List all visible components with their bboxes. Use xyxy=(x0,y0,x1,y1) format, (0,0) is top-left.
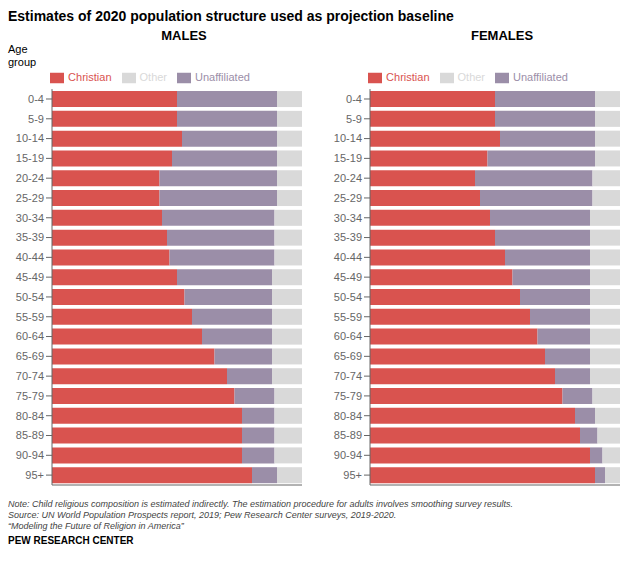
svg-text:15-19: 15-19 xyxy=(334,152,362,164)
svg-text:30-34: 30-34 xyxy=(334,212,362,224)
html-text:Other: Other xyxy=(457,71,485,83)
html-text:FEMALES: FEMALES xyxy=(470,28,534,43)
svg-text:95+: 95+ xyxy=(343,469,362,481)
svg-text:50-54: 50-54 xyxy=(334,291,362,303)
html-text:PEW RESEARCH CENTER: PEW RESEARCH CENTER xyxy=(8,535,134,546)
svg-text:40-44: 40-44 xyxy=(334,251,362,263)
svg-text:15-19: 15-19 xyxy=(16,152,44,164)
svg-text:10-14: 10-14 xyxy=(16,132,44,144)
html-text:Estimates of 2020 population s: Estimates of 2020 population structure u… xyxy=(8,8,454,24)
svg-text:10-14: 10-14 xyxy=(334,132,362,144)
svg-text:65-69: 65-69 xyxy=(334,350,362,362)
svg-text:35-39: 35-39 xyxy=(16,231,44,243)
html-text:Unaffiliated: Unaffiliated xyxy=(513,71,568,83)
html-text:Christian: Christian xyxy=(386,71,430,83)
svg-text:0-4: 0-4 xyxy=(346,93,362,105)
svg-text:0-4: 0-4 xyxy=(28,93,44,105)
svg-text:20-24: 20-24 xyxy=(334,172,362,184)
svg-text:80-84: 80-84 xyxy=(16,410,44,422)
svg-text:75-79: 75-79 xyxy=(334,390,362,402)
svg-text:20-24: 20-24 xyxy=(16,172,44,184)
svg-text:45-49: 45-49 xyxy=(334,271,362,283)
svg-text:90-94: 90-94 xyxy=(16,449,44,461)
html-text:Age: Age xyxy=(8,43,28,55)
html-text:Unaffiliated: Unaffiliated xyxy=(195,71,250,83)
svg-text:90-94: 90-94 xyxy=(334,449,362,461)
svg-text:65-69: 65-69 xyxy=(16,350,44,362)
html-text:Other: Other xyxy=(139,71,167,83)
svg-text:60-64: 60-64 xyxy=(334,330,362,342)
svg-text:75-79: 75-79 xyxy=(16,390,44,402)
svg-text:45-49: 45-49 xyxy=(16,271,44,283)
svg-text:50-54: 50-54 xyxy=(16,291,44,303)
html-text:“Modeling the Future of Religi: “Modeling the Future of Religion in Amer… xyxy=(8,521,184,531)
html-text:Source: UN World Population Pr: Source: UN World Population Prospects re… xyxy=(8,510,397,520)
svg-text:55-59: 55-59 xyxy=(16,311,44,323)
svg-text:25-29: 25-29 xyxy=(334,192,362,204)
html-text:Note: Child religious composit: Note: Child religious composition is est… xyxy=(8,499,514,509)
svg-text:80-84: 80-84 xyxy=(334,410,362,422)
svg-text:5-9: 5-9 xyxy=(346,113,362,125)
svg-text:5-9: 5-9 xyxy=(28,113,44,125)
svg-text:85-89: 85-89 xyxy=(16,429,44,441)
svg-text:40-44: 40-44 xyxy=(16,251,44,263)
html-text:group: group xyxy=(8,56,37,68)
svg-text:95+: 95+ xyxy=(25,469,44,481)
html-text:Christian: Christian xyxy=(68,71,112,83)
svg-text:85-89: 85-89 xyxy=(334,429,362,441)
svg-text:70-74: 70-74 xyxy=(16,370,44,382)
svg-text:60-64: 60-64 xyxy=(16,330,44,342)
svg-text:55-59: 55-59 xyxy=(334,311,362,323)
html-text:MALES: MALES xyxy=(161,28,207,43)
svg-text:70-74: 70-74 xyxy=(334,370,362,382)
svg-text:25-29: 25-29 xyxy=(16,192,44,204)
svg-text:30-34: 30-34 xyxy=(16,212,44,224)
svg-text:35-39: 35-39 xyxy=(334,231,362,243)
